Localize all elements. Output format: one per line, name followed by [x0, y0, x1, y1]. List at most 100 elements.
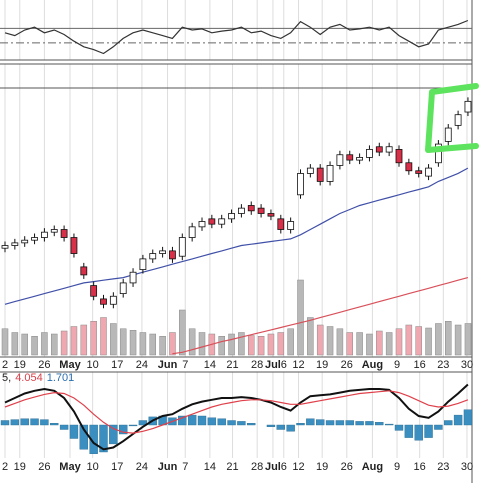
volume-bar	[297, 279, 304, 356]
histogram-bar	[394, 424, 404, 431]
volume-bar	[307, 317, 314, 356]
volume-bar	[198, 332, 206, 356]
histogram-bar	[355, 421, 364, 426]
x-tick-label: 19	[14, 461, 26, 473]
volume-bar	[228, 333, 235, 356]
candle-body	[169, 250, 176, 260]
histogram-bar	[266, 424, 276, 427]
candle-body	[90, 285, 98, 297]
candle-body	[149, 253, 157, 260]
x-tick-label: 2	[2, 359, 8, 371]
candle-body	[41, 231, 48, 238]
x-tick-label: 30	[461, 461, 473, 473]
candle-body	[11, 242, 19, 246]
candle-body	[336, 154, 344, 166]
x-tick-label: 12	[292, 461, 304, 473]
histogram-bar	[109, 424, 118, 445]
volume-bar	[21, 333, 28, 356]
volume-bar	[159, 336, 166, 356]
x-tick-label: Jul	[265, 359, 281, 371]
candle-body	[50, 229, 58, 233]
x-tick-label: 26	[341, 359, 353, 371]
oscillator-line	[4, 19, 469, 55]
volume-bar	[188, 328, 196, 356]
histogram-bar	[69, 424, 79, 439]
candle-body	[444, 127, 452, 142]
candle-body	[454, 114, 462, 126]
candle-body	[326, 165, 334, 182]
histogram-bar	[227, 420, 236, 426]
volume-bar	[129, 330, 137, 356]
volume-bar	[395, 328, 403, 356]
histogram-bar	[207, 417, 217, 426]
candle-body	[385, 146, 393, 153]
candle-body	[70, 237, 78, 254]
volume-bar	[1, 328, 9, 356]
x-tick-label: 9	[394, 461, 400, 473]
volume-bar	[80, 324, 88, 356]
histogram-bar	[296, 423, 305, 426]
volume-bar	[425, 327, 432, 356]
candle-body	[464, 100, 472, 113]
macd-line	[4, 390, 469, 434]
histogram-bar	[444, 420, 453, 426]
x-tick-label: 7	[182, 461, 188, 473]
x-tick-label: 17	[111, 461, 123, 473]
candle-body	[346, 154, 354, 161]
candle-body	[316, 167, 324, 182]
volume-bar	[366, 333, 373, 356]
volume-bar	[356, 332, 363, 356]
volume-bar	[90, 321, 97, 356]
volume-bar	[41, 332, 48, 356]
volume-bar	[445, 321, 452, 356]
x-tick-label: 30	[461, 359, 473, 371]
volume-bar	[435, 323, 442, 356]
volume-bar	[218, 336, 225, 356]
candle-body	[277, 218, 285, 230]
x-tick-label: 14	[204, 359, 216, 371]
candle-body	[31, 237, 38, 241]
histogram-bar	[79, 424, 89, 450]
indicator-value: 1.701	[47, 372, 75, 384]
volume-bar	[326, 326, 334, 356]
x-tick-label: 17	[111, 359, 123, 371]
histogram-bar	[463, 409, 473, 426]
volume-bar	[336, 328, 344, 356]
histogram-bar	[138, 420, 148, 426]
volume-bar	[179, 309, 186, 356]
x-tick-label: 10	[87, 461, 99, 473]
volume-bar	[248, 335, 255, 356]
histogram-bar	[276, 424, 285, 430]
candle-body	[257, 207, 265, 214]
x-tick-label: 26	[38, 359, 50, 371]
histogram-bar	[375, 422, 384, 426]
x-tick-label: 12	[292, 359, 304, 371]
histogram-bar	[286, 424, 295, 432]
volume-bar	[60, 330, 68, 356]
volume-bar	[139, 332, 147, 356]
x-tick-label: 6	[281, 461, 287, 473]
histogram-bar	[30, 418, 39, 426]
volume-bar	[405, 324, 413, 356]
candle-body	[297, 173, 304, 196]
indicator-value: 5,	[2, 372, 11, 384]
candle-body	[306, 167, 314, 174]
candle-body	[237, 207, 245, 214]
volume-bar	[316, 324, 324, 356]
x-tick-label: 24	[136, 359, 148, 371]
candle-body	[395, 149, 403, 164]
x-tick-label: Aug	[362, 359, 383, 371]
histogram-bar	[365, 421, 374, 426]
candle-body	[287, 221, 295, 230]
x-tick-label: 23	[437, 461, 449, 473]
indicator-value: 4.054	[15, 372, 43, 384]
histogram-bar	[197, 415, 207, 426]
histogram-bar	[424, 424, 433, 438]
volume-bar	[454, 324, 462, 356]
x-tick-label: 10	[87, 359, 99, 371]
x-tick-label: 7	[182, 359, 188, 371]
x-tick-label: 28	[251, 359, 263, 371]
histogram-bar	[10, 419, 20, 426]
candle-body	[129, 271, 137, 284]
volume-bar	[257, 336, 265, 356]
